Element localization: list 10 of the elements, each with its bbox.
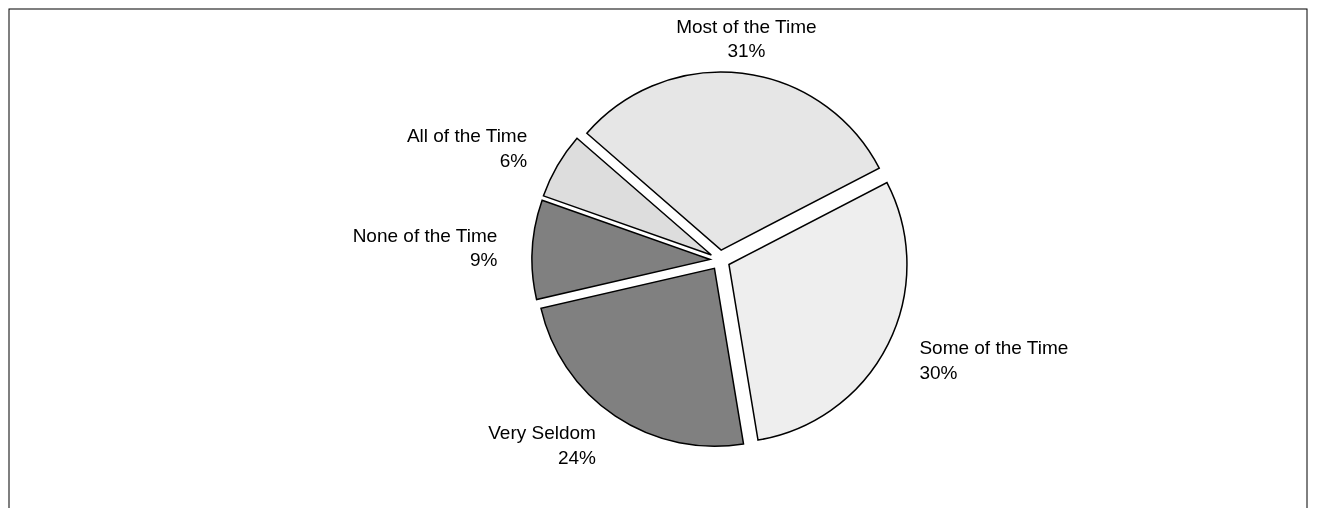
slice-label: Most of the Time xyxy=(676,15,817,37)
slice-label: Very Seldom xyxy=(488,422,596,444)
data-label: 30% xyxy=(919,361,958,383)
data-label: 24% xyxy=(557,447,597,469)
data-label: 31% xyxy=(727,40,766,62)
slice-label: Some of the Time xyxy=(919,336,1069,358)
slice-label: All of the Time xyxy=(406,124,528,146)
data-label: 6% xyxy=(499,149,528,171)
slice-label: None of the Time xyxy=(352,224,498,246)
data-label: 9% xyxy=(469,249,498,271)
